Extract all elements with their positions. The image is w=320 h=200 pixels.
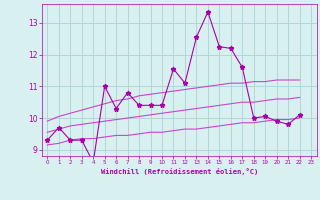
X-axis label: Windchill (Refroidissement éolien,°C): Windchill (Refroidissement éolien,°C) bbox=[100, 168, 258, 175]
